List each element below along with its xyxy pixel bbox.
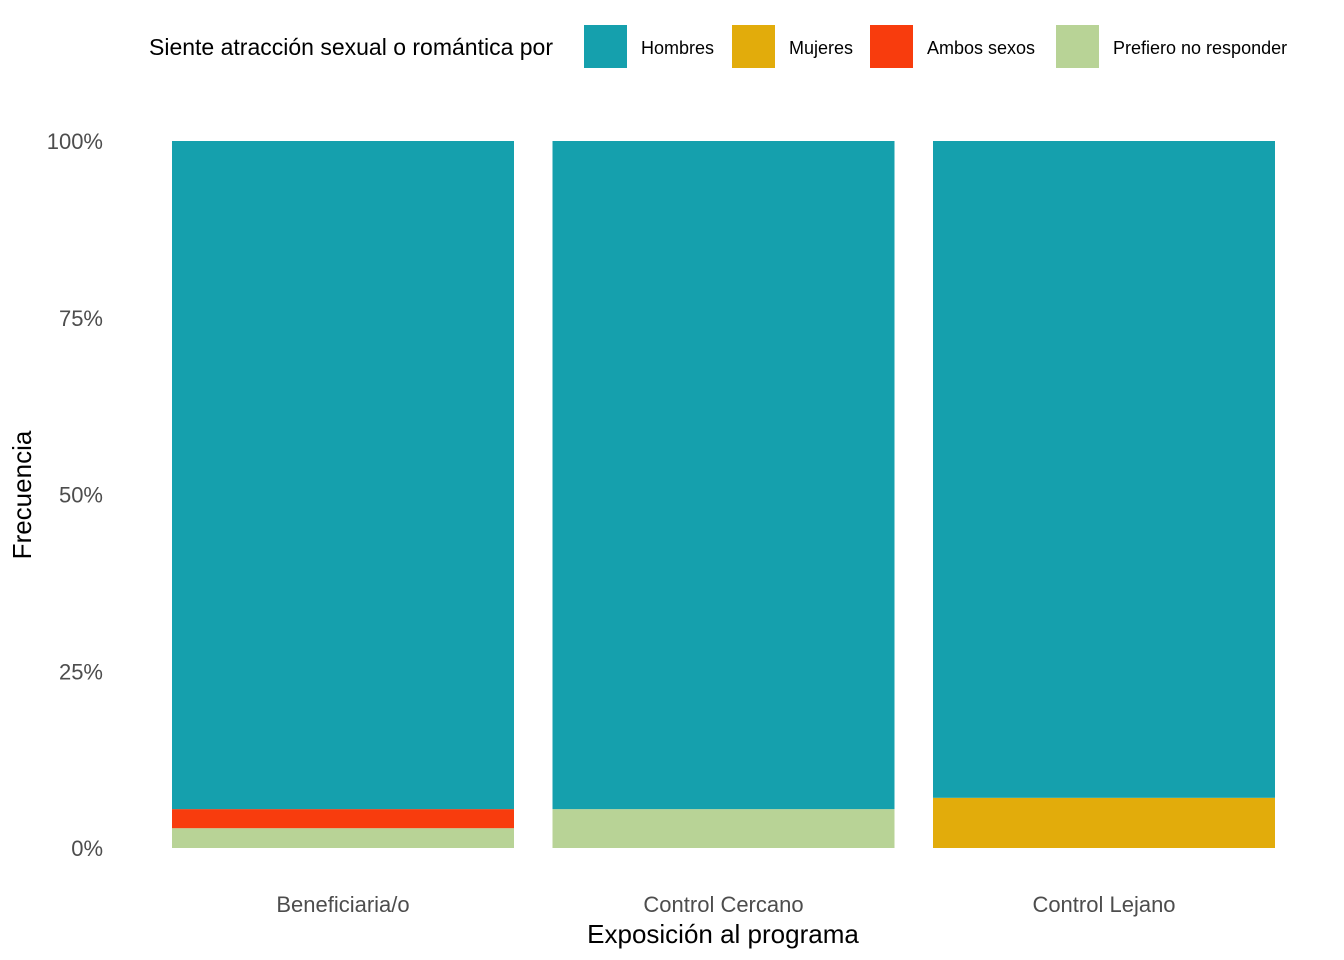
legend-label: Mujeres <box>789 38 853 58</box>
y-tick-label: 100% <box>47 129 103 154</box>
legend-label: Ambos sexos <box>927 38 1035 58</box>
y-tick-label: 50% <box>59 483 103 508</box>
legend-key-ambos-sexos <box>870 25 913 68</box>
legend-label: Hombres <box>641 38 714 58</box>
legend-label: Prefiero no responder <box>1113 38 1287 58</box>
bar-control-cercano-hombres <box>552 141 895 810</box>
bar-beneficiaria-o-hombres <box>172 141 514 810</box>
legend-key-prefiero-no-responder <box>1056 25 1099 68</box>
x-tick-label: Beneficiaria/o <box>276 892 409 917</box>
y-tick-label: 0% <box>71 836 103 861</box>
x-tick-label: Control Cercano <box>643 892 803 917</box>
x-axis-title: Exposición al programa <box>587 919 859 949</box>
legend-key-hombres <box>584 25 627 68</box>
legend-title: Siente atracción sexual o romántica por <box>149 34 553 60</box>
y-tick-label: 75% <box>59 306 103 331</box>
legend: Siente atracción sexual o romántica por … <box>149 25 1287 68</box>
bar-beneficiaria-o-ambos-sexos <box>172 809 514 829</box>
x-tick-label: Control Lejano <box>1032 892 1175 917</box>
legend-key-mujeres <box>732 25 775 68</box>
y-axis-ticks: 0% 25% 50% 75% 100% <box>47 129 103 861</box>
x-axis-ticks: Beneficiaria/o Control Cercano Control Lej… <box>276 892 1175 917</box>
bars <box>172 141 1275 848</box>
bar-beneficiaria-o-prefiero-no-responder <box>172 828 514 848</box>
bar-control-lejano-mujeres <box>933 797 1275 848</box>
y-tick-label: 25% <box>59 659 103 684</box>
bar-control-lejano-hombres <box>933 141 1275 798</box>
bar-control-cercano-prefiero-no-responder <box>552 809 895 848</box>
y-axis-title: Frecuencia <box>7 430 37 559</box>
